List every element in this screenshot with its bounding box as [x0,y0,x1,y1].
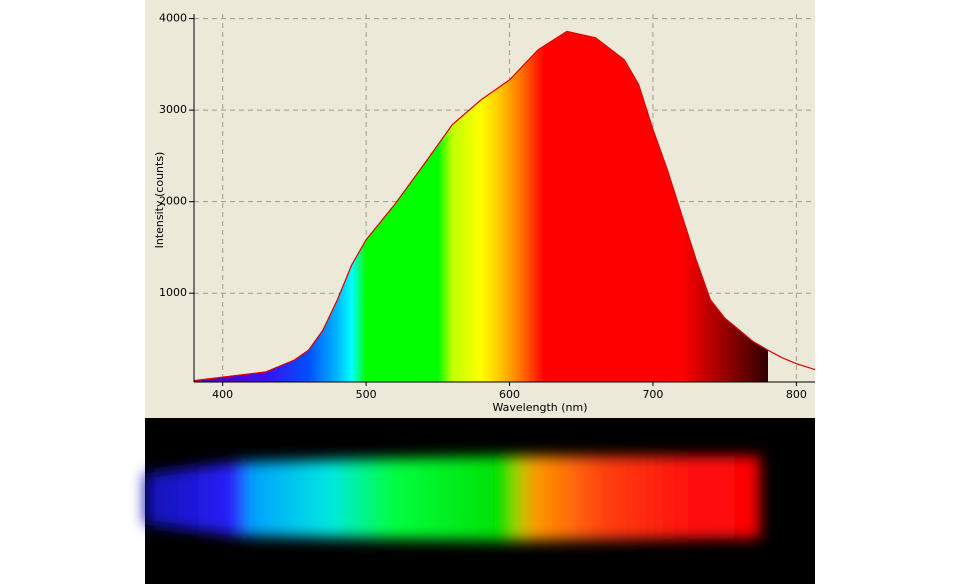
x-tick-label: 700 [642,388,663,401]
x-axis-title: Wavelength (nm) [492,401,587,414]
spectrum-band [145,456,760,541]
y-tick-label: 2000 [159,195,187,208]
spectrum-photo [145,418,815,584]
y-tick-label: 3000 [159,103,187,116]
plot-area: 400 500 600 700 800 1000 2000 3000 4000 [159,12,816,401]
y-tick-label: 1000 [159,286,187,299]
y-tick-label: 4000 [159,12,187,25]
spectrum-area [194,31,768,382]
x-tick-label: 800 [786,388,807,401]
y-axis-title: Intensity (counts) [153,152,166,249]
x-tick-label: 500 [356,388,377,401]
x-tick-label: 600 [499,388,520,401]
x-tick-label: 400 [212,388,233,401]
spectrum-line [193,30,816,382]
